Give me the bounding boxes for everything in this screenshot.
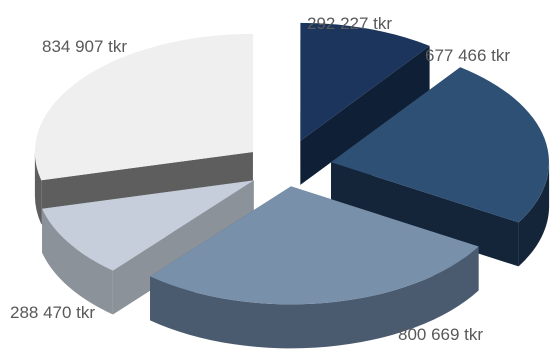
pie-slice-5-top	[34, 33, 253, 181]
pie-slice-4	[42, 180, 254, 315]
pie-slice-2-top	[331, 67, 549, 223]
data-label-slice-3: 800 669 tkr	[398, 325, 483, 344]
pie-slice-1	[300, 22, 430, 185]
data-label-slice-5: 834 907 tkr	[42, 37, 127, 56]
pie-slice-4-wall	[42, 208, 113, 315]
pie-slices	[34, 22, 550, 349]
pie-slice-3-top	[150, 186, 479, 305]
data-label-slice-2: 677 466 tkr	[425, 46, 510, 65]
data-label-slice-4: 288 470 tkr	[10, 303, 95, 322]
data-label-slice-1: 292 227 tkr	[307, 14, 392, 33]
pie-slice-2	[331, 67, 550, 267]
pie-slice-3	[150, 186, 479, 349]
pie-slice-3-wall	[150, 246, 479, 349]
pie-slice-5-wall	[34, 151, 42, 225]
pie-slice-4-top	[42, 180, 254, 271]
pie-slice-1-cut-face	[300, 45, 430, 185]
pie-slice-1-top	[300, 22, 430, 141]
pie-slice-2-cut-face	[331, 162, 519, 267]
pie-slice-2-wall	[518, 162, 550, 267]
